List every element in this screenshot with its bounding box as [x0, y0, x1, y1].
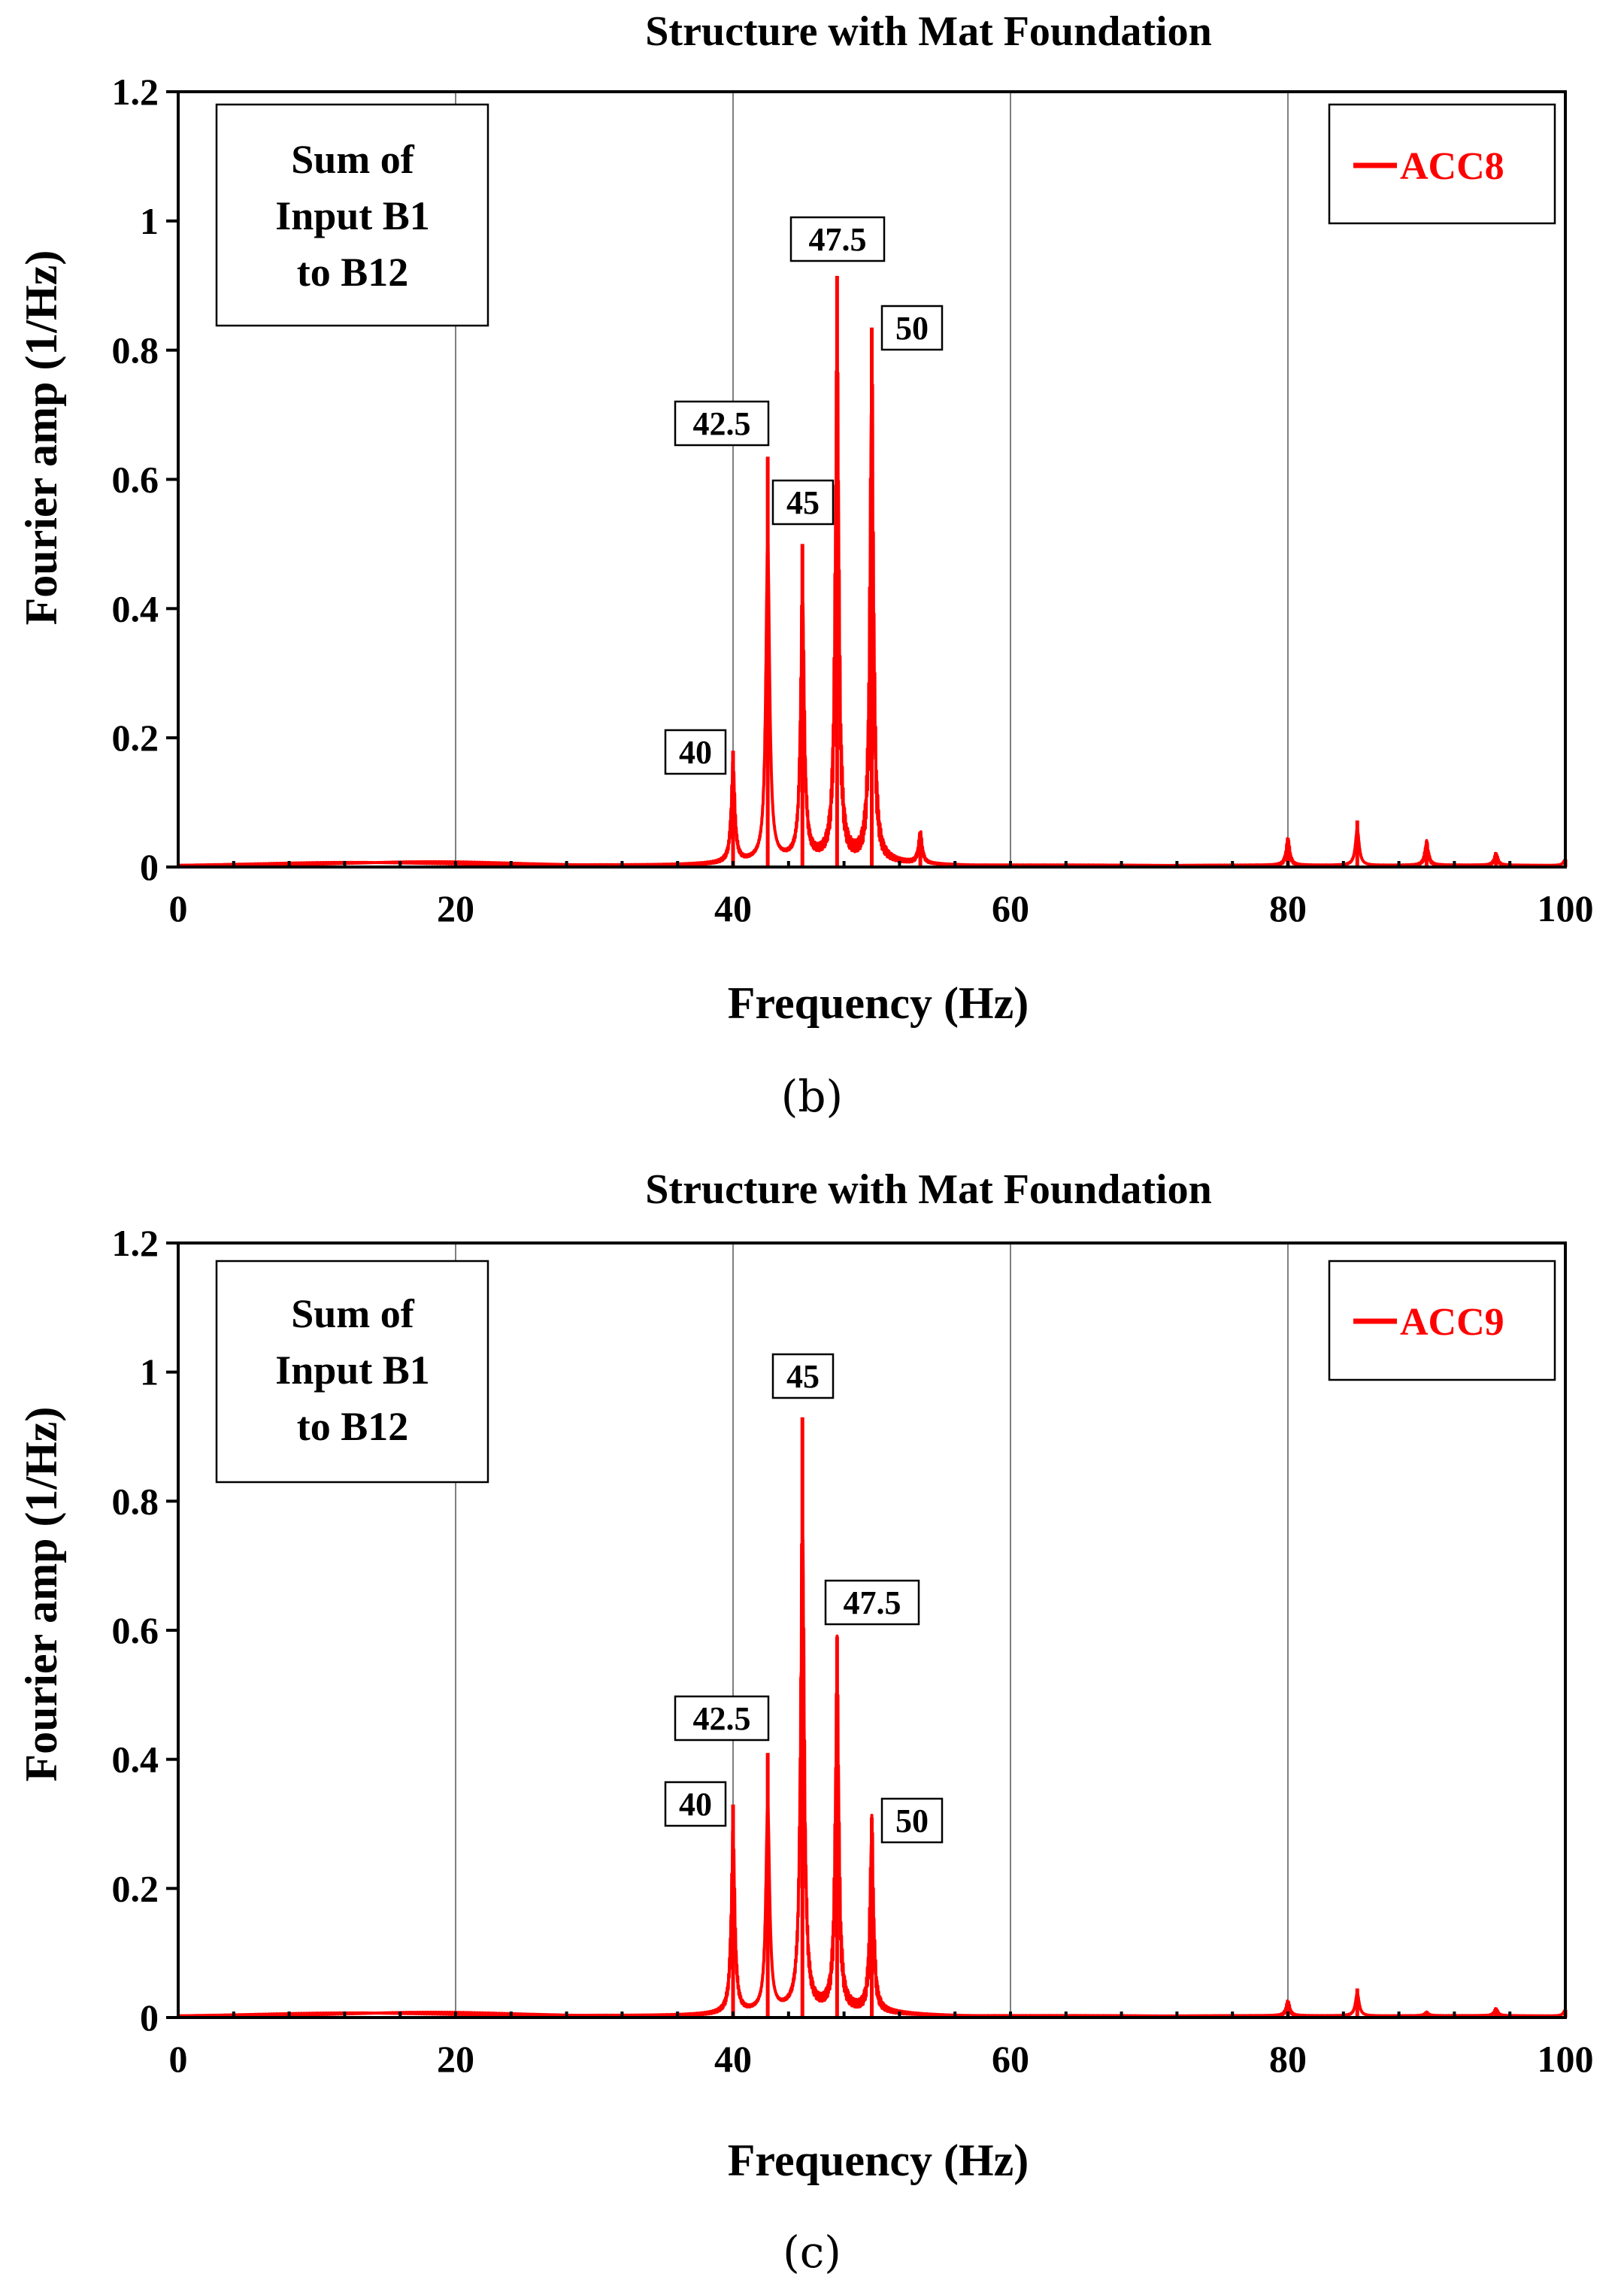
chart-title: Structure with Mat Foundation	[645, 8, 1211, 55]
peak-label-text: 42.5	[693, 405, 751, 442]
y-tick-label: 0.6	[112, 459, 159, 501]
y-tick-label: 1.2	[112, 71, 159, 113]
note-box: Sum of Input B1 to B12	[215, 1260, 489, 1484]
peak-label-text: 40	[679, 1786, 712, 1823]
y-tick-label: 0.8	[112, 329, 159, 371]
x-axis-label: Frequency (Hz)	[728, 2136, 1029, 2185]
x-tick-label: 60	[992, 2038, 1029, 2080]
peak-label-frame	[789, 216, 886, 262]
legend-label: ACC8	[1400, 145, 1504, 188]
peak-label-text: 40	[679, 734, 712, 771]
x-tick-label: 40	[714, 2038, 752, 2080]
note-line-1: Sum of	[291, 137, 415, 182]
peak-label-frame	[674, 1695, 770, 1742]
note-box: Sum of Input B1 to B12	[215, 103, 489, 327]
peak-label-frame	[880, 1797, 944, 1844]
note-line-2: Input B1	[275, 193, 430, 238]
chart-panel-c: Structure with Mat Foundation 0 20 40 60 80 1…	[17, 1166, 1594, 2278]
peak-label: 40	[664, 729, 727, 775]
peak-label: 42.5	[674, 400, 770, 447]
peak-label-frame	[664, 1781, 727, 1827]
note-line-2: Input B1	[275, 1348, 430, 1393]
peak-label-frame	[880, 305, 944, 351]
peak-label-frame	[664, 729, 727, 775]
y-axis-ticks: 0 0.2 0.4 0.6 0.8 1 1.2	[112, 1222, 178, 2039]
x-tick-label: 100	[1538, 2038, 1594, 2080]
chart-title: Structure with Mat Foundation	[645, 1166, 1211, 1213]
peak-label: 50	[880, 305, 944, 351]
x-tick-label: 0	[169, 887, 188, 929]
peak-label-frame	[824, 1579, 920, 1626]
peak-label-frame	[674, 400, 770, 447]
y-axis-ticks: 0 0.2 0.4 0.6 0.8 1 1.2	[112, 71, 178, 888]
y-tick-label: 1.2	[112, 1222, 159, 1264]
peak-label-text: 50	[895, 310, 929, 347]
y-tick-label: 0	[140, 1996, 159, 2039]
peak-label-text: 50	[895, 1802, 929, 1839]
y-tick-label: 0.4	[112, 1739, 159, 1781]
y-axis-label: Fourier amp (1/Hz)	[17, 250, 66, 626]
note-line-3: to B12	[297, 1404, 409, 1449]
note-frame	[215, 103, 489, 327]
x-tick-label: 60	[992, 887, 1029, 929]
peak-label-text: 45	[786, 1358, 820, 1395]
chart-panel-b: Structure with Mat Foundation 0 20 40 60 80 1…	[17, 8, 1594, 1122]
y-tick-label: 0.4	[112, 587, 159, 629]
series-acc9	[177, 1417, 1568, 2018]
peak-label: 47.5	[789, 216, 886, 262]
y-tick-label: 0.8	[112, 1480, 159, 1522]
x-tick-label: 20	[437, 2038, 474, 2080]
peak-label: 45	[771, 479, 835, 526]
x-tick-label: 100	[1538, 887, 1594, 929]
panel-caption: (c)	[783, 2227, 841, 2278]
legend: ACC8	[1328, 103, 1556, 225]
note-line-1: Sum of	[291, 1291, 415, 1336]
x-axis-ticks: 0 20 40 60 80 100	[169, 861, 1594, 929]
peak-label: 45	[771, 1353, 835, 1399]
note-frame	[215, 1260, 489, 1484]
peak-label: 40	[664, 1781, 727, 1827]
x-tick-label: 40	[714, 887, 752, 929]
peak-label: 42.5	[674, 1695, 770, 1742]
peak-label: 50	[880, 1797, 944, 1844]
peak-annotations: 40 42.5 45 47.5 50	[664, 1353, 944, 1844]
note-line-3: to B12	[297, 250, 409, 295]
peak-label-frame	[771, 479, 835, 526]
x-tick-label: 80	[1269, 887, 1307, 929]
panel-caption: (b)	[781, 1071, 843, 1122]
y-tick-label: 0	[140, 846, 159, 888]
y-axis-label: Fourier amp (1/Hz)	[17, 1407, 66, 1782]
y-tick-label: 0.2	[112, 1867, 159, 1909]
series-acc8	[177, 275, 1568, 868]
x-axis-label: Frequency (Hz)	[728, 978, 1029, 1028]
y-tick-label: 1	[140, 200, 159, 242]
peak-label-text: 47.5	[844, 1584, 901, 1621]
legend: ACC9	[1328, 1260, 1556, 1381]
x-tick-label: 80	[1269, 2038, 1307, 2080]
x-axis-ticks: 0 20 40 60 80 100	[169, 2012, 1594, 2080]
legend-label: ACC9	[1400, 1301, 1504, 1344]
series-line-acc9	[177, 1487, 1567, 2018]
peak-label-text: 42.5	[693, 1700, 751, 1737]
y-tick-label: 0.6	[112, 1609, 159, 1651]
peak-annotations: 40 42.5 45 47.5 50	[664, 216, 944, 775]
peak-label: 47.5	[824, 1579, 920, 1626]
y-tick-label: 0.2	[112, 717, 159, 759]
peak-label-text: 47.5	[809, 221, 867, 258]
peak-label-frame	[771, 1353, 835, 1399]
y-tick-label: 1	[140, 1351, 159, 1393]
grid-lines	[455, 92, 1289, 867]
peak-label-text: 45	[786, 484, 820, 521]
x-tick-label: 0	[169, 2038, 188, 2080]
x-tick-label: 20	[437, 887, 474, 929]
